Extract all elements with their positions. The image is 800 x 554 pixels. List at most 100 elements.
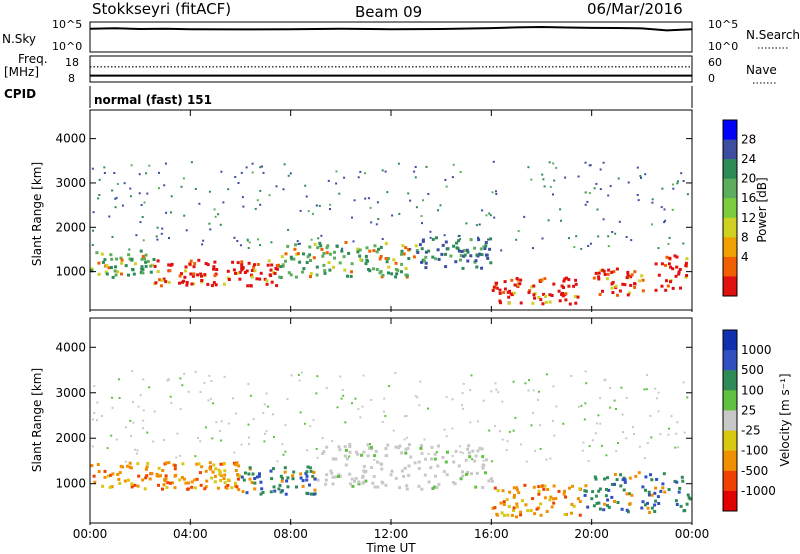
vel-cells-cell: [641, 500, 645, 504]
power-cells-cell: [550, 294, 554, 297]
vel-cells-cell: [240, 443, 243, 446]
vel-cells-cell: [266, 405, 269, 408]
vel-cells-cell: [621, 478, 625, 482]
vel-cells-cell: [342, 394, 345, 397]
power-cells-cell: [492, 160, 495, 163]
vel-cells-cell: [554, 497, 558, 500]
power-cells-cell: [200, 279, 204, 282]
vel-cells-cell: [677, 490, 681, 494]
power-cells-cell: [347, 251, 351, 255]
power-cells-cell: [510, 278, 514, 282]
vel-cells-cell: [106, 447, 109, 450]
vel-cells-cell: [591, 490, 595, 494]
power-cells-cell: [629, 275, 633, 279]
vel-cells-cell: [384, 415, 387, 417]
vel-cells-cell: [461, 452, 464, 455]
power-cells-cell: [252, 265, 256, 269]
vel-cells-cell: [179, 454, 182, 457]
velocity-ytick-label: 2000: [55, 431, 86, 445]
power-cells-cell: [443, 234, 446, 237]
power-cells-cell: [317, 237, 320, 240]
vel-cells-cell: [413, 461, 417, 465]
power-colorbar-swatch: [723, 237, 737, 258]
power-cells-cell: [630, 239, 633, 242]
vel-cells-cell: [549, 495, 553, 499]
vel-cells-cell: [419, 380, 422, 383]
vel-cells-cell: [534, 449, 537, 452]
power-cells-cell: [109, 266, 113, 269]
vel-cells-cell: [290, 374, 293, 377]
power-cells-cell: [133, 262, 137, 266]
vel-cells-cell: [167, 378, 170, 381]
velocity-ytick-label: 1000: [55, 477, 86, 491]
power-cells-cell: [180, 185, 183, 188]
vel-cells-cell: [329, 469, 333, 473]
power-cells-cell: [234, 271, 237, 275]
power-cells-cell: [236, 240, 239, 242]
freq-label: Freq.: [18, 52, 48, 66]
power-cells-cell: [178, 281, 181, 285]
power-cells-cell: [601, 289, 604, 293]
vel-cells-cell: [306, 465, 310, 469]
vel-cells-cell: [480, 447, 484, 451]
power-cells-cell: [320, 247, 324, 251]
power-cells-cell: [192, 282, 195, 286]
power-cells-cell: [463, 253, 467, 257]
vel-cells-cell: [173, 474, 177, 478]
vel-cells-cell: [133, 483, 137, 487]
power-cells-cell: [502, 291, 506, 294]
vel-cells-cell: [453, 482, 457, 486]
vel-cells-cell: [321, 437, 324, 440]
vel-cells-cell: [204, 426, 207, 429]
x-tick-label: 08:00: [273, 527, 308, 541]
vel-cells-cell: [524, 382, 527, 385]
power-cells-cell: [259, 203, 262, 206]
vel-cells-cell: [117, 378, 120, 381]
vel-cells-cell: [161, 469, 165, 472]
vel-cells-cell: [532, 485, 536, 489]
power-cells-cell: [597, 277, 601, 281]
vel-cells-cell: [96, 419, 98, 422]
power-cells-cell: [356, 250, 360, 254]
vel-cells-cell: [311, 474, 315, 478]
power-cells-cell: [194, 188, 197, 190]
power-cells-cell: [189, 272, 193, 276]
power-cells-cell: [431, 237, 435, 241]
vel-cells-cell: [454, 449, 458, 453]
power-cells-cell: [548, 293, 552, 297]
power-cells-cell: [677, 180, 679, 183]
power-cells-cell: [573, 246, 576, 249]
power-cells-cell: [114, 265, 117, 269]
vel-cells-cell: [546, 488, 550, 491]
velocity-colorbar-tick: 25: [741, 403, 756, 417]
power-cells-cell: [364, 197, 367, 200]
power-cells-cell: [466, 259, 470, 263]
vel-cells-cell: [539, 502, 543, 506]
power-cells-cell: [257, 238, 260, 241]
power-cells-cell: [159, 284, 163, 288]
power-cells-cell: [149, 270, 153, 274]
vel-cells-cell: [369, 443, 371, 445]
power-cells-cell: [491, 191, 494, 194]
power-cells-cell: [154, 281, 158, 285]
power-cells-cell: [407, 192, 410, 195]
vel-cells-cell: [137, 474, 141, 478]
power-cells-cell: [256, 199, 259, 202]
power-cells-cell: [459, 258, 462, 262]
power-cells-cell: [97, 197, 100, 200]
power-cells-cell: [372, 249, 376, 253]
power-cells-cell: [454, 260, 458, 264]
vel-cells-cell: [170, 402, 173, 404]
vel-cells-cell: [451, 427, 454, 430]
vel-cells-cell: [253, 487, 257, 491]
power-cells-cell: [358, 248, 362, 252]
velocity-colorbar-swatch: [723, 490, 737, 512]
power-cells-cell: [296, 240, 299, 243]
power-cells-cell: [283, 163, 286, 166]
vel-cells-cell: [272, 467, 275, 471]
power-cells-cell: [213, 274, 217, 278]
vel-cells-cell: [507, 505, 511, 509]
vel-cells-cell: [587, 460, 590, 463]
vel-cells-cell: [361, 405, 364, 408]
